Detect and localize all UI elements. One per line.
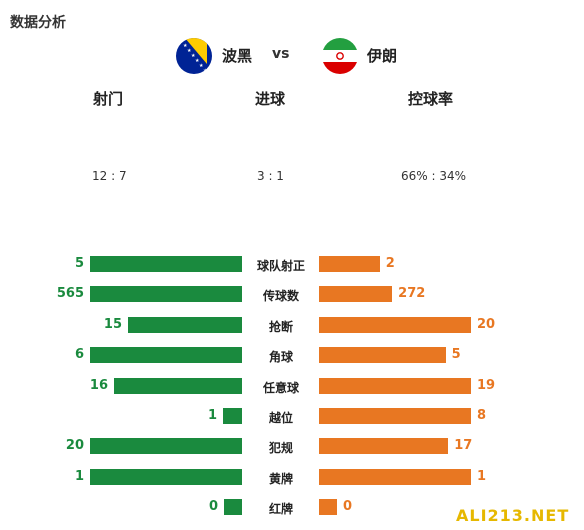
away-value-label: 17 [454, 438, 473, 454]
home-value-label: 5 [74, 256, 84, 271]
stat-category-label: 黄牌 [268, 471, 293, 486]
away-bar [319, 377, 471, 394]
header-possession: 控球率 [408, 90, 454, 108]
home-bar [90, 256, 242, 272]
value-possession: 66% : 34% [401, 169, 467, 183]
svg-text:★: ★ [195, 58, 200, 64]
home-value-label: 1 [74, 468, 84, 484]
stat-category-label: 红牌 [268, 502, 293, 517]
away-bar [319, 347, 446, 364]
svg-text:★: ★ [199, 63, 204, 69]
home-bar [224, 499, 242, 516]
home-bar [114, 377, 242, 394]
header-shots: 射门 [93, 90, 124, 108]
home-value-label: 20 [65, 438, 84, 454]
home-value-label: 1 [207, 408, 217, 423]
value-shots: 12 : 7 [92, 169, 127, 183]
home-value-label: 15 [103, 316, 122, 332]
stat-category-label: 任意球 [262, 380, 299, 395]
home-value-label: 6 [74, 347, 84, 363]
svg-text:★: ★ [191, 53, 196, 59]
away-bar [319, 438, 449, 455]
stat-category-label: 犯规 [268, 441, 293, 456]
stat-category-label: 角球 [268, 350, 293, 365]
away-bar [319, 468, 471, 485]
away-value-label: 1 [477, 468, 487, 484]
away-value-label: 2 [385, 256, 395, 271]
away-value-label: 5 [451, 347, 461, 363]
home-bar [90, 468, 242, 485]
away-value-label: 20 [477, 316, 496, 332]
home-team-name: 波黑 [222, 47, 253, 65]
away-team-name: 伊朗 [367, 47, 398, 65]
watermark: ALI213.NET [456, 506, 570, 525]
away-bar [319, 408, 471, 424]
vs-label: vs [272, 46, 290, 62]
away-bar [319, 316, 471, 333]
stat-category-label: 传球数 [262, 289, 299, 304]
away-value-label: 8 [477, 408, 487, 423]
header-goals: 进球 [255, 90, 286, 108]
value-goals: 3 : 1 [257, 169, 284, 183]
home-bar [90, 438, 242, 455]
svg-text:★: ★ [203, 68, 208, 74]
away-bar [319, 499, 337, 516]
stat-category-label: 抢断 [268, 319, 293, 334]
away-value-label: 19 [477, 377, 496, 393]
home-value-label: 565 [56, 286, 84, 302]
away-bar [319, 286, 393, 303]
svg-text:★: ★ [187, 48, 192, 54]
home-bar [128, 316, 242, 333]
home-value-label: 16 [89, 377, 108, 393]
home-value-label: 0 [208, 499, 218, 515]
home-bar [90, 347, 242, 364]
home-bar [223, 408, 242, 424]
away-value-label: 272 [398, 286, 426, 302]
home-bar [90, 286, 242, 303]
stat-category-label: 球队射正 [256, 259, 305, 273]
iran-flag-icon [322, 38, 358, 74]
away-bar [319, 256, 380, 272]
stat-category-label: 越位 [268, 411, 293, 425]
svg-text:★: ★ [183, 43, 188, 49]
page-title: 数据分析 [10, 15, 66, 31]
bosnia-flag-icon: ★ ★ ★ ★ ★ ★ ★ [176, 38, 212, 74]
away-value-label: 0 [343, 499, 353, 515]
